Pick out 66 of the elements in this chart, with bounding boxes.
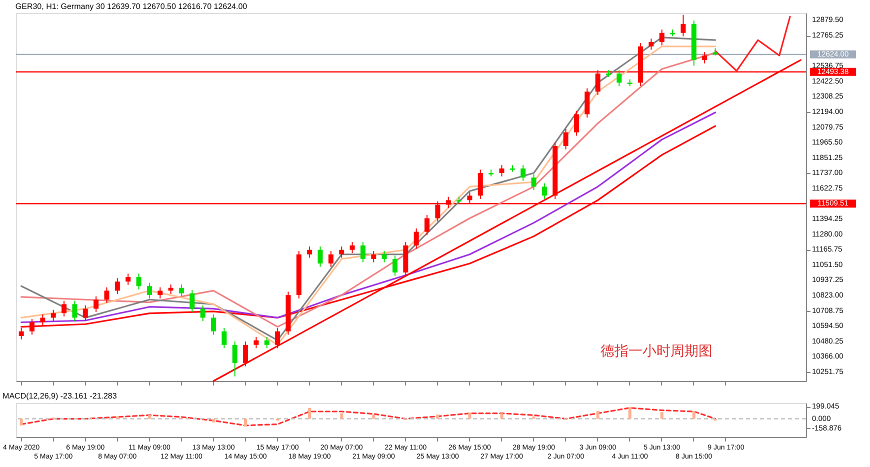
bar bbox=[244, 418, 248, 427]
bar bbox=[532, 416, 536, 419]
candlestick bbox=[243, 341, 248, 367]
candlestick bbox=[350, 242, 355, 254]
candlestick bbox=[584, 88, 590, 118]
bar bbox=[340, 413, 344, 419]
line-series bbox=[714, 16, 791, 72]
bar bbox=[660, 412, 664, 419]
candlestick bbox=[232, 341, 238, 377]
candlestick bbox=[520, 164, 526, 182]
bar bbox=[372, 414, 376, 419]
bar bbox=[308, 408, 312, 419]
candlestick bbox=[190, 289, 195, 313]
candlestick bbox=[648, 38, 654, 50]
bar bbox=[20, 418, 23, 426]
candlestick bbox=[146, 282, 152, 299]
bar bbox=[596, 410, 600, 419]
bar bbox=[468, 412, 472, 419]
candlestick bbox=[328, 250, 334, 268]
candlestick bbox=[563, 128, 568, 150]
candlestick bbox=[478, 169, 483, 200]
candlestick bbox=[542, 182, 547, 200]
candlestick bbox=[531, 174, 536, 191]
candlestick bbox=[680, 14, 686, 37]
annotation: 德指一小时周期图 bbox=[600, 342, 713, 359]
candlestick bbox=[158, 286, 163, 299]
candlestick bbox=[318, 246, 323, 268]
candlestick bbox=[424, 214, 430, 236]
candlestick bbox=[136, 273, 142, 290]
candlestick bbox=[222, 328, 227, 349]
candlestick bbox=[275, 328, 280, 349]
candlestick bbox=[307, 246, 312, 258]
chart-title: GER30, H1: Germany 30 12639.70 12670.50 12616.70 12624.00 bbox=[15, 2, 248, 11]
candlestick bbox=[114, 278, 120, 294]
candlestick bbox=[616, 70, 622, 87]
bar bbox=[212, 418, 215, 422]
candlestick bbox=[382, 250, 387, 263]
bar bbox=[436, 414, 440, 419]
candlestick bbox=[414, 228, 419, 250]
candlestick bbox=[126, 273, 131, 286]
candlestick bbox=[574, 110, 579, 136]
bar bbox=[148, 415, 151, 419]
line-series bbox=[20, 407, 716, 426]
candlestick bbox=[72, 300, 78, 322]
candlestick bbox=[339, 246, 344, 258]
candlestick bbox=[50, 309, 56, 322]
candlestick bbox=[702, 52, 708, 64]
candlestick bbox=[371, 250, 376, 263]
candlestick bbox=[200, 304, 206, 322]
candlestick bbox=[264, 336, 270, 349]
candlestick bbox=[499, 164, 504, 177]
bar bbox=[500, 413, 504, 419]
candlestick bbox=[211, 314, 216, 336]
bar bbox=[116, 416, 119, 419]
candlestick bbox=[392, 255, 398, 276]
chart-title: MACD(12,26,9) -23.161 -21.283 bbox=[2, 392, 118, 401]
candlestick bbox=[104, 286, 110, 304]
candlestick bbox=[94, 296, 99, 313]
candlestick bbox=[659, 29, 664, 46]
bar bbox=[628, 407, 632, 419]
candlestick bbox=[360, 242, 366, 263]
bar bbox=[692, 410, 696, 419]
candlestick bbox=[82, 304, 88, 322]
candlestick bbox=[62, 300, 67, 317]
candlestick bbox=[178, 284, 184, 298]
candlestick bbox=[254, 336, 259, 349]
